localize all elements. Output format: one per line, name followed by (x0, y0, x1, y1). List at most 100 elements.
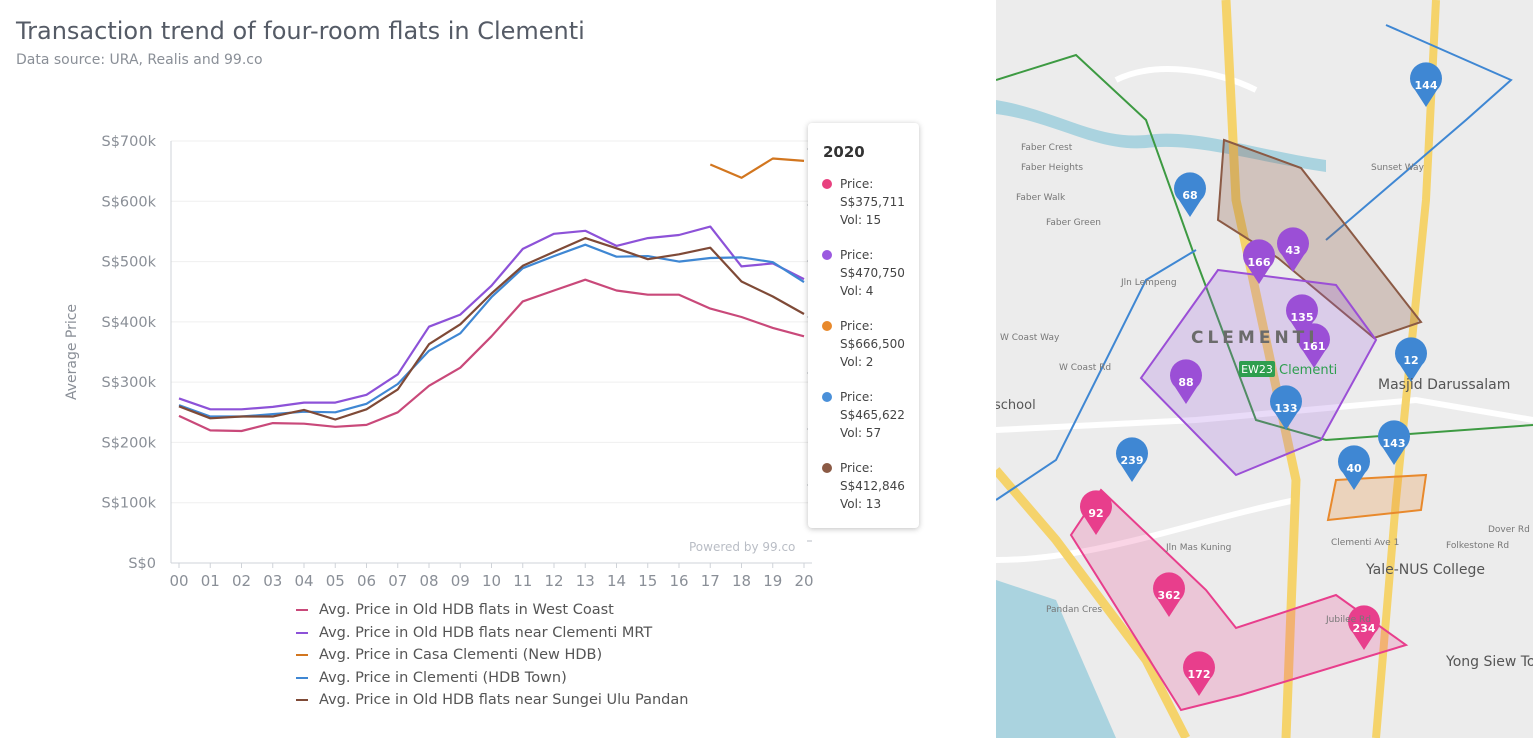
tooltip-vol: Vol: 57 (840, 426, 882, 440)
legend-item[interactable]: Avg. Price in Casa Clementi (New HDB) (296, 644, 688, 667)
x-tick-label: 15 (638, 572, 657, 590)
map-marker-pin-icon[interactable] (1338, 445, 1370, 490)
legend-item[interactable]: Avg. Price in Old HDB flats near Clement… (296, 622, 688, 645)
map-marker-pin-icon[interactable] (1080, 490, 1112, 535)
x-tick-label: 19 (763, 572, 782, 590)
sea-area (996, 580, 1116, 738)
place-label: Yong Siew Toh Conservatory (1445, 654, 1533, 670)
place-label: school (996, 398, 1036, 413)
tooltip-entry: Price: S$470,750 Vol: 4 (822, 246, 905, 300)
map-marker-pin-icon[interactable] (1174, 172, 1206, 217)
map-marker-pin-icon[interactable] (1153, 572, 1185, 617)
y-tick-label: S$500k (101, 255, 156, 271)
map-marker-pin-icon[interactable] (1395, 337, 1427, 382)
series-dot-icon (822, 392, 832, 402)
map-marker-count: 234 (1353, 622, 1376, 635)
y-axis-label: Average Price (64, 304, 80, 400)
map-marker-count: 239 (1121, 454, 1144, 467)
x-tick-label: 02 (232, 572, 251, 590)
map-marker-pin-icon[interactable] (1116, 437, 1148, 482)
map-marker-count: 43 (1285, 244, 1300, 257)
map-marker-pin-icon[interactable] (1378, 420, 1410, 465)
map-marker-pin-icon[interactable] (1170, 359, 1202, 404)
tooltip-price-label: Price: (840, 177, 874, 191)
map-marker-count: 12 (1403, 354, 1418, 367)
map-marker-count: 362 (1158, 589, 1181, 602)
chart-tooltip: 2020 Price: S$375,711 Vol: 15 Price: S$470,7… (808, 123, 919, 528)
tooltip-entry: Price: S$465,622 Vol: 57 (822, 388, 905, 442)
map-marker-count: 92 (1088, 507, 1103, 520)
tooltip-year: 2020 (823, 143, 865, 161)
legend-label: Avg. Price in Casa Clementi (New HDB) (319, 647, 603, 664)
tooltip-price: S$465,622 (840, 408, 905, 422)
road-label: Clementi Ave 1 (1331, 538, 1399, 548)
map-marker-count: 172 (1188, 668, 1211, 681)
road-label: W Coast Way (1000, 333, 1060, 343)
chart-title: Transaction trend of four-room flats in … (16, 17, 585, 45)
legend-label: Avg. Price in Old HDB flats in West Coas… (319, 602, 614, 619)
x-tick-label: 00 (169, 572, 188, 590)
y-tick-label: S$0 (128, 556, 156, 572)
x-tick-label: 12 (544, 572, 563, 590)
line-chart: S$0 S$100k S$200k S$300k S$400k S$500k S$600k S… (64, 134, 814, 590)
canal-water (996, 100, 1326, 172)
tooltip-entry: Price: S$412,846 Vol: 13 (822, 459, 905, 513)
series-dot-icon (822, 250, 832, 260)
map-marker-pin-icon[interactable] (1298, 323, 1330, 368)
map-marker-pin-icon[interactable] (1183, 651, 1215, 696)
y-tick-label: S$700k (101, 134, 156, 150)
series-line-0 (178, 278, 805, 433)
road-label: Folkestone Rd (1446, 541, 1509, 551)
minor-road (1114, 66, 1258, 93)
map-panel[interactable]: 144 68 166 43 135 161 88 12 133 143 40 239 92 362 234 1… (996, 0, 1533, 738)
y-tick-label: S$600k (101, 194, 156, 210)
x-tick-label: 10 (482, 572, 501, 590)
map-marker-count: 68 (1182, 189, 1197, 202)
x-tick-label: 11 (513, 572, 532, 590)
map-marker-count: 40 (1346, 462, 1362, 475)
minor-road (996, 497, 1297, 563)
x-tick-label: 01 (201, 572, 220, 590)
road-label: Faber Green (1046, 218, 1101, 228)
clementi-map[interactable]: 144 68 166 43 135 161 88 12 133 143 40 239 92 362 234 1… (996, 0, 1533, 738)
tooltip-price: S$412,846 (840, 479, 905, 493)
legend-swatch (296, 699, 308, 702)
series-dot-icon (822, 463, 832, 473)
tooltip-vol: Vol: 4 (840, 284, 874, 298)
x-tick-label: 16 (669, 572, 688, 590)
x-tick-label: 18 (732, 572, 751, 590)
map-marker-pin-icon[interactable] (1270, 385, 1302, 430)
tooltip-price-label: Price: (840, 248, 874, 262)
chart-subtitle: Data source: URA, Realis and 99.co (16, 52, 263, 68)
x-tick-label: 20 (794, 572, 813, 590)
x-tick-label: 14 (607, 572, 626, 590)
legend-item[interactable]: Avg. Price in Clementi (HDB Town) (296, 667, 688, 690)
x-tick-label: 08 (419, 572, 438, 590)
map-marker-pin-icon[interactable] (1277, 227, 1309, 272)
y-tick-label: S$200k (101, 435, 156, 451)
place-label: Masjid Darussalam (1378, 377, 1510, 393)
map-marker-pin-icon[interactable] (1286, 294, 1318, 339)
tooltip-price: S$375,711 (840, 195, 905, 209)
tooltip-vol: Vol: 13 (840, 497, 882, 511)
legend-label: Avg. Price in Old HDB flats near Clement… (319, 624, 653, 641)
x-tick-label: 07 (388, 572, 407, 590)
y-tick-label: S$400k (101, 315, 156, 331)
series-line-4 (178, 237, 805, 421)
legend-item[interactable]: Avg. Price in Old HDB flats near Sungei … (296, 689, 688, 712)
chart-legend: Avg. Price in Old HDB flats in West Coas… (296, 599, 688, 712)
legend-item[interactable]: Avg. Price in Old HDB flats in West Coas… (296, 599, 688, 622)
road-label: Pandan Cres (1046, 605, 1102, 615)
minor-road (996, 396, 1533, 433)
y-tick-label: S$100k (101, 496, 156, 512)
tooltip-entry: Price: S$375,711 Vol: 15 (822, 175, 905, 229)
map-marker-pin-icon[interactable] (1410, 62, 1442, 107)
series-dot-icon (822, 179, 832, 189)
map-marker-pin-icon[interactable] (1348, 605, 1380, 650)
x-tick-label: 05 (326, 572, 345, 590)
map-marker-pin-icon[interactable] (1243, 239, 1275, 284)
chart-panel: S$0 S$100k S$200k S$300k S$400k S$500k S$600k S… (16, 17, 919, 712)
x-tick-label: 06 (357, 572, 376, 590)
road-label: W Coast Rd (1059, 363, 1111, 373)
map-marker-count: 166 (1248, 256, 1271, 269)
